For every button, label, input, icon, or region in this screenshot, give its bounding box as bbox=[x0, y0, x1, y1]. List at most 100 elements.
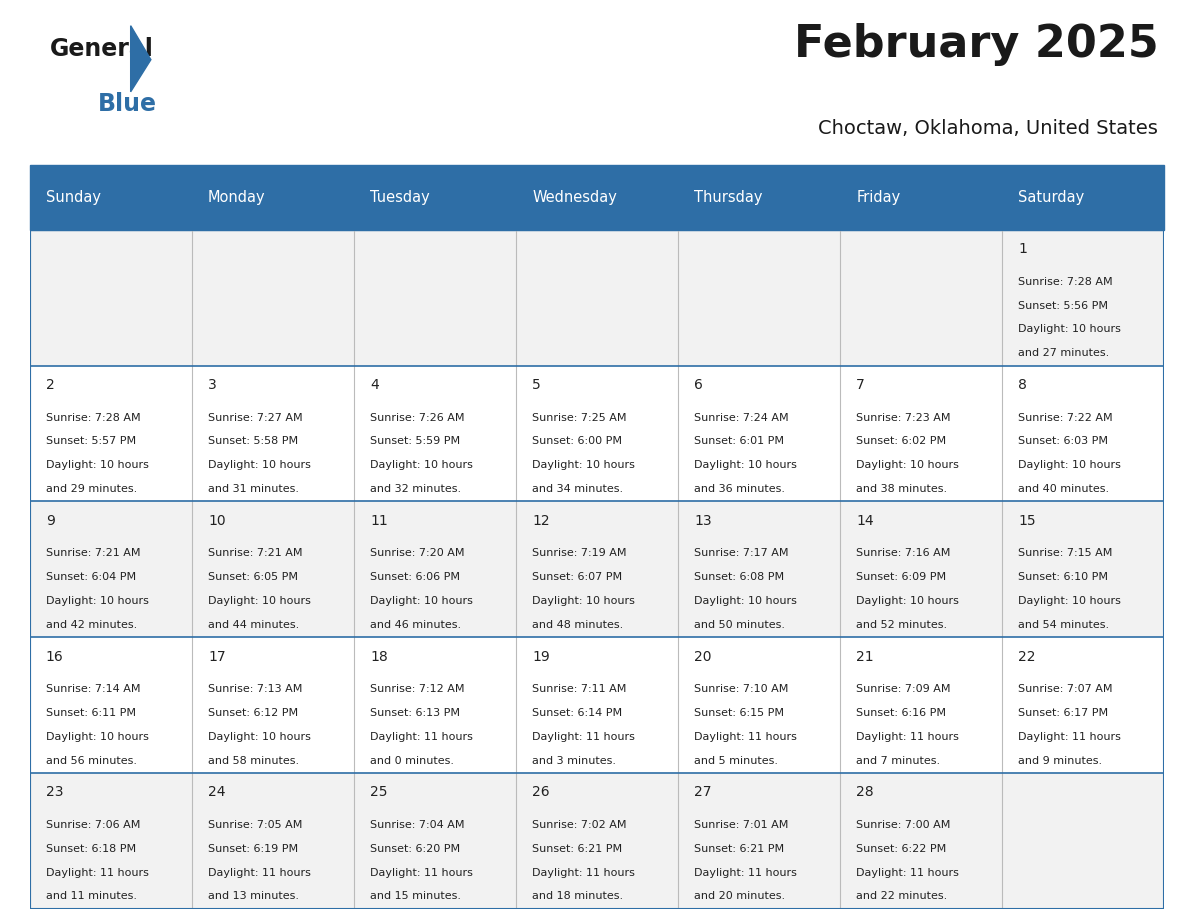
Text: Daylight: 10 hours: Daylight: 10 hours bbox=[857, 596, 959, 606]
Text: and 18 minutes.: and 18 minutes. bbox=[532, 891, 624, 901]
Text: 26: 26 bbox=[532, 786, 550, 800]
Text: Sunset: 6:00 PM: Sunset: 6:00 PM bbox=[532, 436, 623, 446]
Text: Sunset: 5:58 PM: Sunset: 5:58 PM bbox=[208, 436, 298, 446]
Text: Daylight: 10 hours: Daylight: 10 hours bbox=[532, 596, 636, 606]
Text: Daylight: 10 hours: Daylight: 10 hours bbox=[1018, 460, 1121, 470]
Text: 11: 11 bbox=[369, 514, 387, 528]
Text: Daylight: 10 hours: Daylight: 10 hours bbox=[694, 460, 797, 470]
Text: 5: 5 bbox=[532, 378, 541, 392]
Text: Sunset: 6:17 PM: Sunset: 6:17 PM bbox=[1018, 708, 1108, 718]
Text: Sunrise: 7:17 AM: Sunrise: 7:17 AM bbox=[694, 548, 789, 558]
Text: Sunrise: 7:20 AM: Sunrise: 7:20 AM bbox=[369, 548, 465, 558]
Text: 17: 17 bbox=[208, 650, 226, 664]
Text: Daylight: 10 hours: Daylight: 10 hours bbox=[46, 460, 148, 470]
Text: and 32 minutes.: and 32 minutes. bbox=[369, 484, 461, 494]
Text: 21: 21 bbox=[857, 650, 874, 664]
Text: 15: 15 bbox=[1018, 514, 1036, 528]
Text: 19: 19 bbox=[532, 650, 550, 664]
Text: Sunset: 5:59 PM: Sunset: 5:59 PM bbox=[369, 436, 460, 446]
Text: Daylight: 11 hours: Daylight: 11 hours bbox=[694, 732, 797, 742]
Text: Sunset: 5:56 PM: Sunset: 5:56 PM bbox=[1018, 300, 1108, 310]
Text: February 2025: February 2025 bbox=[794, 23, 1158, 66]
Text: Sunset: 5:57 PM: Sunset: 5:57 PM bbox=[46, 436, 137, 446]
Text: Daylight: 10 hours: Daylight: 10 hours bbox=[46, 596, 148, 606]
Text: Sunset: 6:01 PM: Sunset: 6:01 PM bbox=[694, 436, 784, 446]
Text: 2: 2 bbox=[46, 378, 55, 392]
Text: General: General bbox=[50, 37, 153, 61]
Bar bbox=[30, 773, 1164, 909]
Text: and 50 minutes.: and 50 minutes. bbox=[694, 620, 785, 630]
Text: 12: 12 bbox=[532, 514, 550, 528]
Text: 18: 18 bbox=[369, 650, 387, 664]
Text: Sunset: 6:21 PM: Sunset: 6:21 PM bbox=[694, 844, 784, 854]
Text: Sunrise: 7:22 AM: Sunrise: 7:22 AM bbox=[1018, 412, 1113, 422]
Text: Sunset: 6:22 PM: Sunset: 6:22 PM bbox=[857, 844, 947, 854]
Text: Sunset: 6:10 PM: Sunset: 6:10 PM bbox=[1018, 572, 1108, 582]
Text: Daylight: 10 hours: Daylight: 10 hours bbox=[208, 460, 311, 470]
Text: Sunrise: 7:14 AM: Sunrise: 7:14 AM bbox=[46, 684, 140, 694]
Text: Daylight: 11 hours: Daylight: 11 hours bbox=[532, 732, 636, 742]
Text: 16: 16 bbox=[46, 650, 64, 664]
Text: Daylight: 10 hours: Daylight: 10 hours bbox=[369, 596, 473, 606]
Text: Sunrise: 7:04 AM: Sunrise: 7:04 AM bbox=[369, 820, 465, 830]
Text: and 46 minutes.: and 46 minutes. bbox=[369, 620, 461, 630]
Text: Daylight: 10 hours: Daylight: 10 hours bbox=[532, 460, 636, 470]
Bar bbox=[30, 365, 1164, 501]
Bar bbox=[30, 165, 1164, 230]
Text: Sunset: 6:07 PM: Sunset: 6:07 PM bbox=[532, 572, 623, 582]
Bar bbox=[30, 230, 1164, 365]
Text: Sunrise: 7:01 AM: Sunrise: 7:01 AM bbox=[694, 820, 789, 830]
Text: Sunset: 6:19 PM: Sunset: 6:19 PM bbox=[208, 844, 298, 854]
Text: Monday: Monday bbox=[208, 190, 266, 205]
Text: Daylight: 10 hours: Daylight: 10 hours bbox=[208, 732, 311, 742]
Text: and 29 minutes.: and 29 minutes. bbox=[46, 484, 137, 494]
Text: Daylight: 10 hours: Daylight: 10 hours bbox=[46, 732, 148, 742]
Text: Tuesday: Tuesday bbox=[369, 190, 430, 205]
Text: Sunrise: 7:28 AM: Sunrise: 7:28 AM bbox=[46, 412, 140, 422]
Text: and 42 minutes.: and 42 minutes. bbox=[46, 620, 137, 630]
Text: and 52 minutes.: and 52 minutes. bbox=[857, 620, 947, 630]
Text: Sunset: 6:20 PM: Sunset: 6:20 PM bbox=[369, 844, 460, 854]
Text: 3: 3 bbox=[208, 378, 216, 392]
Text: Sunrise: 7:10 AM: Sunrise: 7:10 AM bbox=[694, 684, 789, 694]
Text: Sunset: 6:11 PM: Sunset: 6:11 PM bbox=[46, 708, 135, 718]
Text: and 7 minutes.: and 7 minutes. bbox=[857, 756, 941, 766]
Text: Sunset: 6:14 PM: Sunset: 6:14 PM bbox=[532, 708, 623, 718]
Text: Sunrise: 7:27 AM: Sunrise: 7:27 AM bbox=[208, 412, 303, 422]
Text: and 5 minutes.: and 5 minutes. bbox=[694, 756, 778, 766]
Text: Sunrise: 7:02 AM: Sunrise: 7:02 AM bbox=[532, 820, 626, 830]
Text: Sunset: 6:15 PM: Sunset: 6:15 PM bbox=[694, 708, 784, 718]
Text: 28: 28 bbox=[857, 786, 874, 800]
Text: Sunrise: 7:05 AM: Sunrise: 7:05 AM bbox=[208, 820, 303, 830]
Text: Daylight: 10 hours: Daylight: 10 hours bbox=[1018, 596, 1121, 606]
Text: Daylight: 10 hours: Daylight: 10 hours bbox=[208, 596, 311, 606]
Text: Sunset: 6:13 PM: Sunset: 6:13 PM bbox=[369, 708, 460, 718]
Text: Daylight: 11 hours: Daylight: 11 hours bbox=[532, 868, 636, 878]
Text: and 13 minutes.: and 13 minutes. bbox=[208, 891, 299, 901]
Text: and 34 minutes.: and 34 minutes. bbox=[532, 484, 624, 494]
Text: Sunrise: 7:15 AM: Sunrise: 7:15 AM bbox=[1018, 548, 1113, 558]
Text: Daylight: 11 hours: Daylight: 11 hours bbox=[208, 868, 311, 878]
Text: Wednesday: Wednesday bbox=[532, 190, 617, 205]
Text: Sunrise: 7:23 AM: Sunrise: 7:23 AM bbox=[857, 412, 950, 422]
Text: Sunrise: 7:19 AM: Sunrise: 7:19 AM bbox=[532, 548, 626, 558]
Text: 6: 6 bbox=[694, 378, 703, 392]
Text: and 20 minutes.: and 20 minutes. bbox=[694, 891, 785, 901]
Text: Sunrise: 7:16 AM: Sunrise: 7:16 AM bbox=[857, 548, 950, 558]
Text: Sunrise: 7:06 AM: Sunrise: 7:06 AM bbox=[46, 820, 140, 830]
Text: Sunrise: 7:09 AM: Sunrise: 7:09 AM bbox=[857, 684, 950, 694]
Text: Sunset: 6:02 PM: Sunset: 6:02 PM bbox=[857, 436, 947, 446]
Text: 20: 20 bbox=[694, 650, 712, 664]
Text: Daylight: 10 hours: Daylight: 10 hours bbox=[694, 596, 797, 606]
Text: Thursday: Thursday bbox=[694, 190, 763, 205]
Bar bbox=[30, 637, 1164, 773]
Text: Sunrise: 7:12 AM: Sunrise: 7:12 AM bbox=[369, 684, 465, 694]
Text: and 27 minutes.: and 27 minutes. bbox=[1018, 348, 1110, 358]
Text: Daylight: 11 hours: Daylight: 11 hours bbox=[46, 868, 148, 878]
Text: Daylight: 11 hours: Daylight: 11 hours bbox=[1018, 732, 1121, 742]
Text: and 22 minutes.: and 22 minutes. bbox=[857, 891, 948, 901]
Text: Sunset: 6:08 PM: Sunset: 6:08 PM bbox=[694, 572, 784, 582]
Text: 13: 13 bbox=[694, 514, 712, 528]
Text: 23: 23 bbox=[46, 786, 63, 800]
Text: Sunset: 6:09 PM: Sunset: 6:09 PM bbox=[857, 572, 947, 582]
